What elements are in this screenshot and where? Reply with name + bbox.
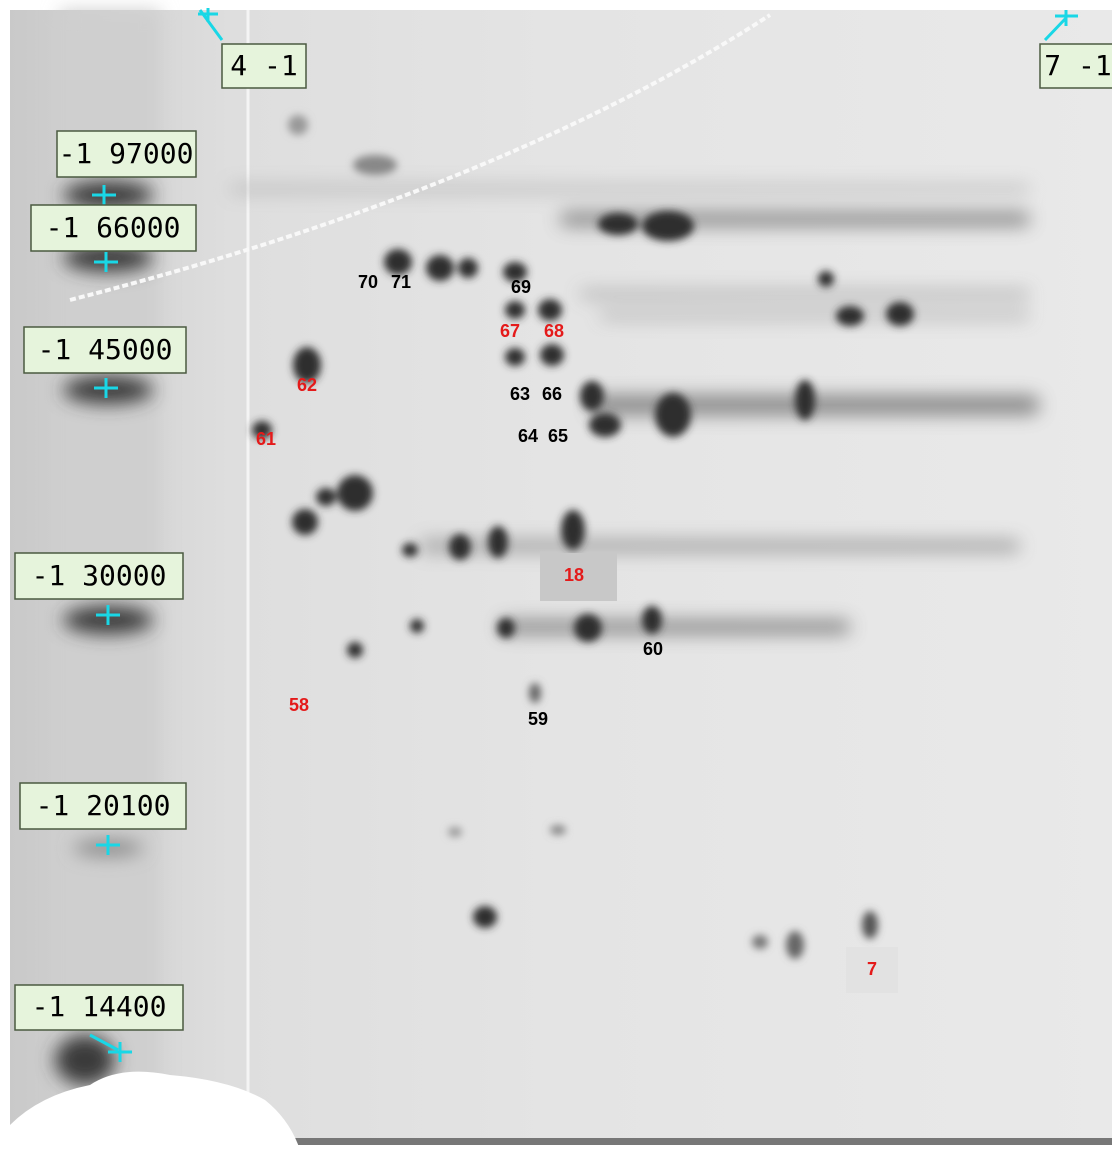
marker-label: -1 30000 — [32, 559, 167, 592]
marker-label: 7 -1 — [1044, 49, 1111, 82]
top-edge — [770, 0, 1112, 10]
spot-label: 7 — [867, 959, 877, 979]
marker-label: -1 66000 — [46, 211, 181, 244]
marker-label: -1 45000 — [38, 333, 173, 366]
marker-label: 4 -1 — [230, 49, 297, 82]
spot-label: 59 — [528, 709, 548, 729]
spot-label: 69 — [511, 277, 531, 297]
spot-label: 70 — [358, 272, 378, 292]
spot-label: 64 — [518, 426, 538, 446]
spot-label: 68 — [544, 321, 564, 341]
spot-label: 65 — [548, 426, 568, 446]
marker-label: -1 14400 — [32, 990, 167, 1023]
marker-label: -1 97000 — [59, 137, 194, 170]
marker-label: -1 20100 — [36, 789, 171, 822]
gel-image: 4 -1 7 -1 -1 97000 -1 66000 -1 45000 -1 … — [0, 0, 1112, 1150]
spot-label: 58 — [289, 695, 309, 715]
spot-label: 66 — [542, 384, 562, 404]
spot-label: 67 — [500, 321, 520, 341]
spot-label: 61 — [256, 429, 276, 449]
spot-label: 60 — [643, 639, 663, 659]
spot-label: 71 — [391, 272, 411, 292]
spot-label: 62 — [297, 375, 317, 395]
spot-label: 63 — [510, 384, 530, 404]
spot-label: 18 — [564, 565, 584, 585]
